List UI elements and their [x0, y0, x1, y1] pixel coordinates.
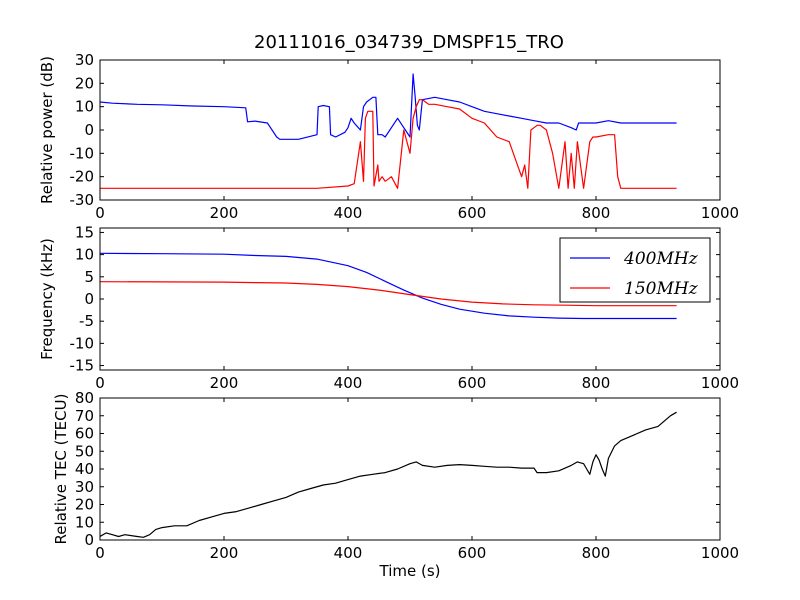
- y-tick-label: -10: [70, 334, 95, 352]
- y-tick-label: 10: [75, 246, 94, 264]
- x-tick-label: 0: [95, 204, 105, 222]
- series-line-1: [100, 411, 677, 538]
- x-tick-label: 400: [334, 544, 363, 562]
- y-axis-label: Relative TEC (TECU): [52, 394, 70, 545]
- y-tick-label: 15: [75, 223, 94, 241]
- x-tick-label: 200: [210, 544, 239, 562]
- y-tick-label: 30: [75, 478, 94, 496]
- y-tick-label: -15: [70, 357, 95, 375]
- series-line-1: [100, 73, 677, 140]
- y-tick-label: 10: [75, 513, 94, 531]
- legend-box: [559, 237, 711, 303]
- x-tick-label: 200: [210, 204, 239, 222]
- x-tick-label: 1000: [701, 204, 739, 222]
- series-line-400mhz: [100, 252, 677, 320]
- series-line-2: [100, 99, 677, 189]
- y-tick-label: 60: [75, 425, 94, 443]
- x-tick-label: 600: [458, 374, 487, 392]
- y-tick-label: -30: [70, 191, 95, 209]
- x-tick-label: 400: [334, 204, 363, 222]
- x-tick-label: 800: [582, 204, 611, 222]
- x-tick-label: 1000: [701, 544, 739, 562]
- y-tick-label: 50: [75, 442, 94, 460]
- y-tick-label: 80: [75, 389, 94, 407]
- y-tick-label: -10: [70, 144, 95, 162]
- x-tick-label: 800: [582, 374, 611, 392]
- y-tick-label: 0: [84, 121, 94, 139]
- y-axis-label: Frequency (kHz): [38, 238, 56, 360]
- y-tick-label: 0: [84, 290, 94, 308]
- x-tick-label: 600: [458, 204, 487, 222]
- y-tick-label: -5: [79, 312, 94, 330]
- x-tick-label: 0: [95, 544, 105, 562]
- x-axis-label: Time (s): [379, 562, 441, 580]
- y-tick-label: 70: [75, 407, 94, 425]
- y-tick-label: -20: [70, 168, 95, 186]
- x-tick-label: 0: [95, 374, 105, 392]
- y-tick-label: 0: [84, 531, 94, 549]
- frequency-panel: 0 200 400 600 800 1000 -15 -10 -5 0 5 10 15 Frequency…: [38, 223, 739, 392]
- y-tick-label: 20: [75, 74, 94, 92]
- x-tick-label: 800: [582, 544, 611, 562]
- chart-title: 20111016_034739_DMSPF15_TRO: [254, 32, 564, 53]
- x-tick-label: 400: [334, 374, 363, 392]
- legend-label-400mhz: 400MHz: [623, 249, 699, 269]
- x-tick-label: 600: [458, 544, 487, 562]
- legend-label-150mhz: 150MHz: [624, 279, 699, 299]
- y-tick-label: 20: [75, 496, 94, 514]
- series-line-150mhz: [100, 281, 677, 307]
- x-tick-label: 200: [210, 374, 239, 392]
- y-tick-label: 5: [84, 268, 94, 286]
- legend: 400MHz 150MHz: [559, 237, 711, 303]
- y-tick-label: 10: [75, 98, 94, 116]
- y-axis-label: Relative power (dB): [38, 56, 56, 204]
- y-tick-label: 30: [75, 51, 94, 69]
- y-tick-label: 40: [75, 460, 94, 478]
- power-panel: 0 200 400 600 800 1000 -30 -20 -10 0 10 20 30 Relativ…: [38, 51, 739, 222]
- x-tick-label: 1000: [701, 374, 739, 392]
